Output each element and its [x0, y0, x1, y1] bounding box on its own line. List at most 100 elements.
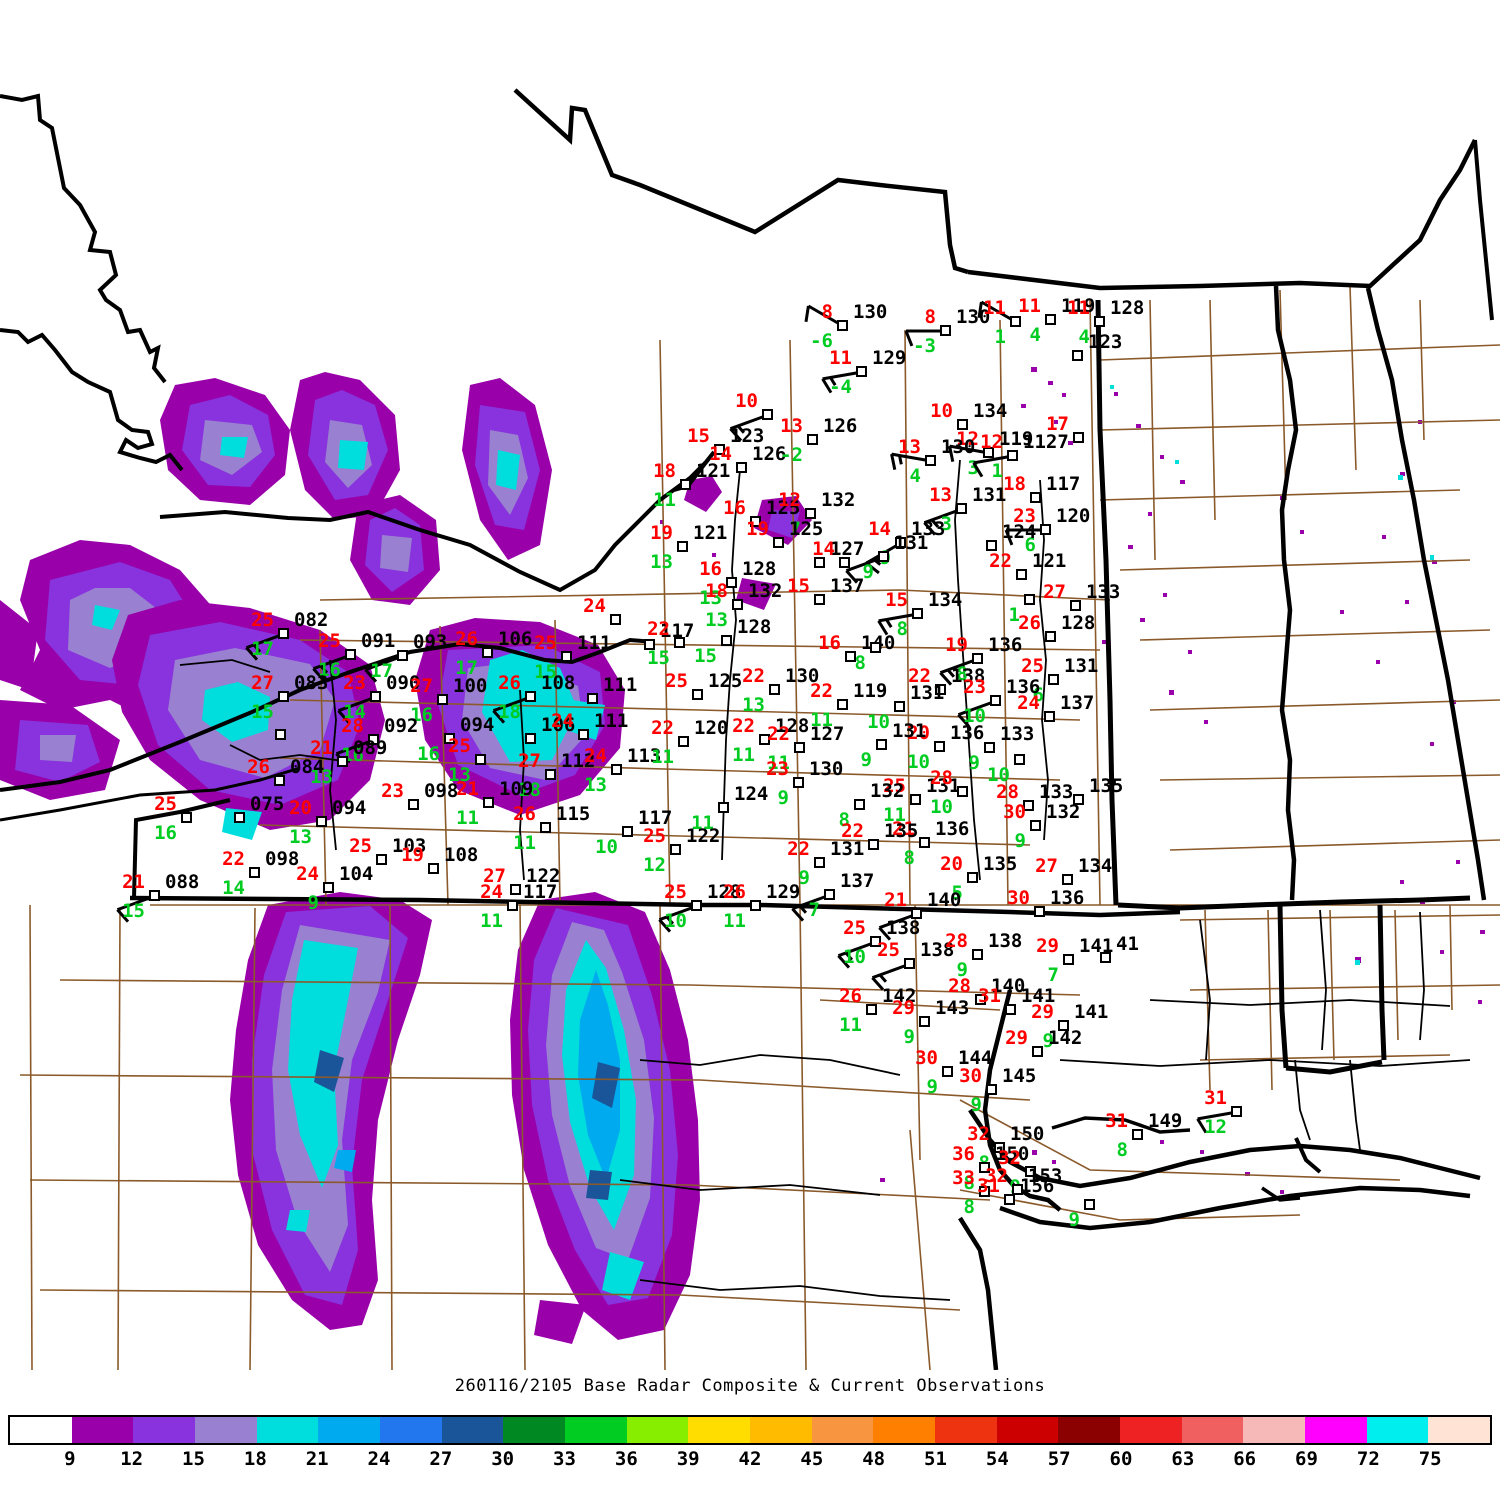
station-marker-icon	[904, 958, 915, 969]
station-dewpoint: 9	[307, 892, 319, 914]
station-temperature: 14	[812, 538, 835, 560]
station-pressure: 136	[1006, 676, 1041, 698]
station-temperature: 10	[735, 390, 758, 412]
station-marker-icon	[773, 537, 784, 548]
station-temperature: 24	[296, 863, 319, 885]
station-pressure: 142	[882, 985, 917, 1007]
station-dewpoint: 11	[732, 744, 755, 766]
station-pressure: 121	[693, 522, 728, 544]
station-temperature: 25	[843, 917, 866, 939]
station-dewpoint: 9	[860, 749, 872, 771]
station-pressure: 140	[927, 889, 962, 911]
station-dewpoint: 9	[1042, 1030, 1054, 1052]
station-temperature: 26	[455, 628, 478, 650]
station-temperature: 12	[980, 431, 1003, 453]
wind-barb	[821, 370, 863, 394]
station-temperature: 25	[534, 632, 557, 654]
station-dewpoint: 10	[963, 705, 986, 727]
station-dewpoint: 10	[664, 910, 687, 932]
station-temperature: 25	[664, 881, 687, 903]
station-dewpoint: 11	[810, 709, 833, 731]
station-marker-icon	[1040, 524, 1051, 535]
station-pressure: 128	[775, 715, 810, 737]
station-temperature: 15	[787, 575, 810, 597]
station-temperature: 16	[818, 632, 841, 654]
page-title: 260116/2105 Base Radar Composite & Curre…	[454, 1376, 1046, 1396]
station-temperature: 13	[898, 436, 921, 458]
station-pressure: 112	[561, 750, 596, 772]
station-pressure: 130	[809, 758, 844, 780]
station-marker-icon	[793, 777, 804, 788]
station-pressure: 115	[556, 803, 591, 825]
station-pressure: 124	[734, 783, 769, 805]
colorbar-swatch	[1058, 1417, 1121, 1443]
station-pressure: 131	[892, 720, 927, 742]
station-marker-icon	[805, 508, 816, 519]
colorbar-swatch	[10, 1417, 72, 1443]
wind-barb	[957, 699, 997, 728]
station-pressure: 136	[950, 722, 985, 744]
station-dewpoint: 8	[854, 652, 866, 674]
station-dewpoint: 16	[318, 659, 341, 681]
colorbar-tick: 51	[924, 1448, 947, 1470]
station-pressure: 128	[1061, 612, 1096, 634]
map-canvas	[0, 88, 1500, 1370]
station-pressure: 135	[884, 820, 919, 842]
colorbar-swatch	[503, 1417, 566, 1443]
station-pressure: 134	[1078, 855, 1113, 877]
station-dewpoint: -6	[810, 330, 833, 352]
station-marker-icon	[1073, 794, 1084, 805]
station-temperature: 27	[410, 675, 433, 697]
station-pressure: 109	[499, 778, 534, 800]
station-marker-icon	[316, 816, 327, 827]
station-marker-icon	[925, 455, 936, 466]
station-pressure: 138	[920, 939, 955, 961]
station-marker-icon	[814, 557, 825, 568]
station-temperature: 28	[930, 767, 953, 789]
station-marker-icon	[691, 900, 702, 911]
station-temperature: 20	[289, 797, 312, 819]
station-dewpoint: 6	[1024, 534, 1036, 556]
station-pressure: 113	[627, 745, 662, 767]
station-marker-icon	[807, 434, 818, 445]
colorbar-tick: 9	[64, 1448, 76, 1470]
station-dewpoint: 4	[1029, 324, 1041, 346]
county-boundary-layer	[19, 285, 1500, 1370]
station-pressure: 137	[830, 575, 865, 597]
station-pressure: 131	[1064, 655, 1099, 677]
station-temperature: 25	[251, 609, 274, 631]
colorbar-tick: 66	[1233, 1448, 1257, 1470]
colorbar-tick-labels: 9 12 15 18 21 24 27 30 33 36 39 42 45 48 51 54 57 60 63 66 6…	[8, 1448, 1492, 1476]
colorbar-swatch	[1305, 1417, 1367, 1443]
station-marker-icon	[345, 649, 356, 660]
station-dewpoint: 10	[930, 796, 953, 818]
station-marker-icon	[762, 409, 773, 420]
station-dewpoint: 16	[154, 822, 177, 844]
station-dewpoint: 13	[699, 587, 722, 609]
wind-barb	[729, 413, 769, 442]
station-pressure: 108	[541, 672, 576, 694]
station-temperature: 19	[401, 844, 424, 866]
station-pressure: 125	[766, 497, 801, 519]
station-temperature: 11	[1018, 295, 1041, 317]
station-temperature: 28	[948, 975, 971, 997]
station-marker-icon	[1030, 820, 1041, 831]
radar-map-panel[interactable]: 8 -6 130 11 -4 129 8 -3 130 11 1 11 4 119 11 4 128 123 10 1…	[0, 0, 1500, 1370]
station-pressure: 127	[810, 723, 845, 745]
station-marker-icon	[866, 1004, 877, 1015]
station-temperature: 23	[381, 780, 404, 802]
colorbar-tick: 45	[800, 1448, 824, 1470]
colorbar-swatch	[565, 1417, 627, 1443]
colorbar-swatch	[996, 1417, 1059, 1443]
station-dewpoint: 7	[1047, 964, 1059, 986]
station-pressure: 123	[1088, 331, 1123, 353]
station-temperature: 31	[977, 1175, 1000, 1197]
wind-barb	[923, 507, 963, 536]
echo-speckle-cyan	[1110, 385, 1434, 1009]
colorbar-swatches[interactable]	[8, 1415, 1492, 1445]
station-temperature: 21	[122, 871, 145, 893]
colorbar-swatch	[1181, 1417, 1244, 1443]
station-pressure: 128	[1110, 297, 1145, 319]
station-dewpoint: 11	[691, 812, 714, 834]
reflectivity-colorbar[interactable]: 9 12 15 18 21 24 27 30 33 36 39 42 45 48 51 54 57 60 63 66 6…	[8, 1415, 1492, 1495]
